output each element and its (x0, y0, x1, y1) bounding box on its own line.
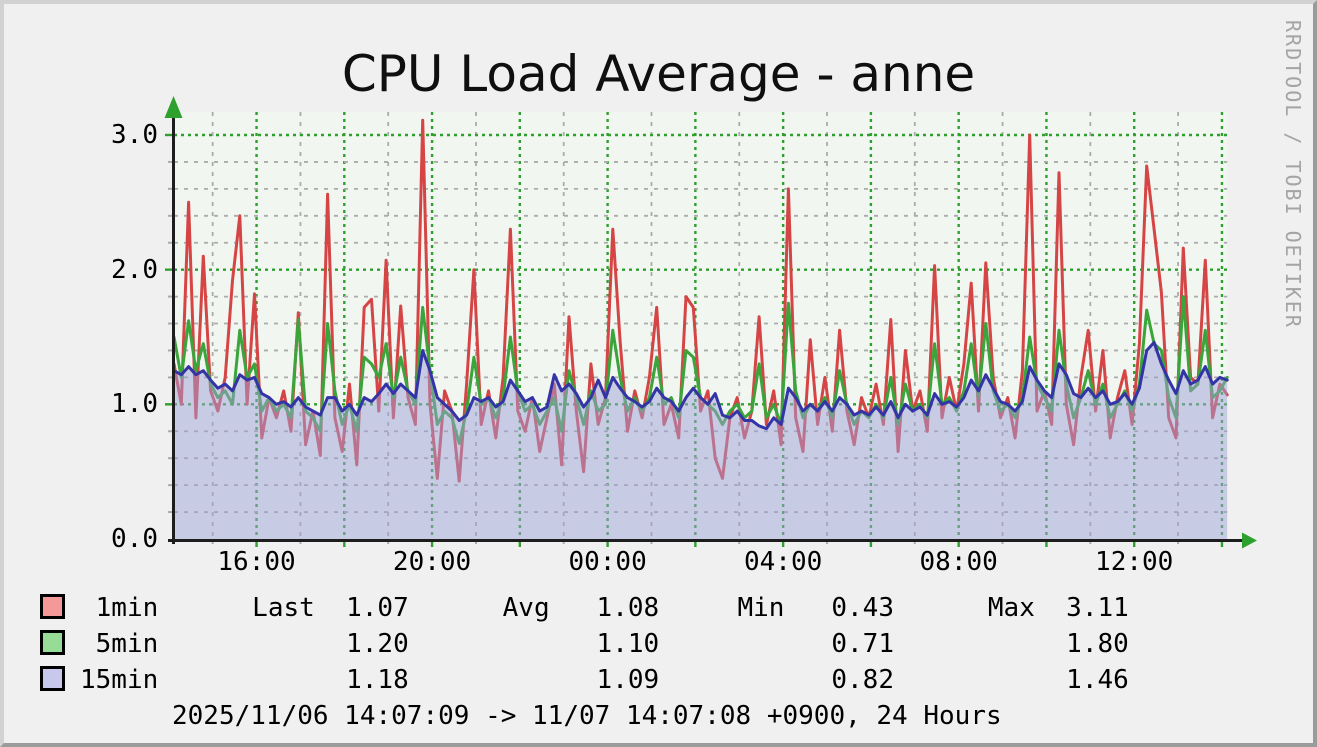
x-axis-tick-label: 20:00 (392, 547, 472, 577)
x-axis-tick-label: 12:00 (1095, 547, 1174, 577)
legend-swatch-15min (40, 666, 65, 691)
x-axis-tick-label: 08:00 (919, 547, 998, 577)
y-axis-tick-label: 2.0 (111, 254, 158, 285)
legend-row-1min: 1min Last 1.07 Avg 1.08 Min 0.43 Max 3.1… (80, 593, 1129, 623)
x-axis-tick-label: 16:00 (217, 547, 296, 577)
y-axis-tick-label: 0.0 (111, 524, 158, 554)
rrdtool-watermark: RRDTOOL / TOBI OETIKER (1281, 20, 1305, 329)
chart-title: CPU Load Average - anne (341, 45, 976, 103)
x-axis-tick-label: 04:00 (743, 547, 823, 577)
y-axis-tick-label: 1.0 (111, 389, 158, 420)
legend-row-15min: 15min 1.18 1.09 0.82 1.46 (80, 665, 1129, 695)
time-range-footer: 2025/11/06 14:07:09 -> 11/07 14:07:08 +0… (172, 701, 1002, 731)
legend-swatch-1min (40, 594, 65, 619)
load-average-plot (164, 96, 1257, 549)
x-axis-tick-label: 00:00 (568, 547, 647, 577)
y-axis-tick-label: 3.0 (111, 119, 158, 150)
legend-row-5min: 5min 1.20 1.10 0.71 1.80 (80, 629, 1129, 659)
legend-swatch-5min (40, 630, 65, 655)
